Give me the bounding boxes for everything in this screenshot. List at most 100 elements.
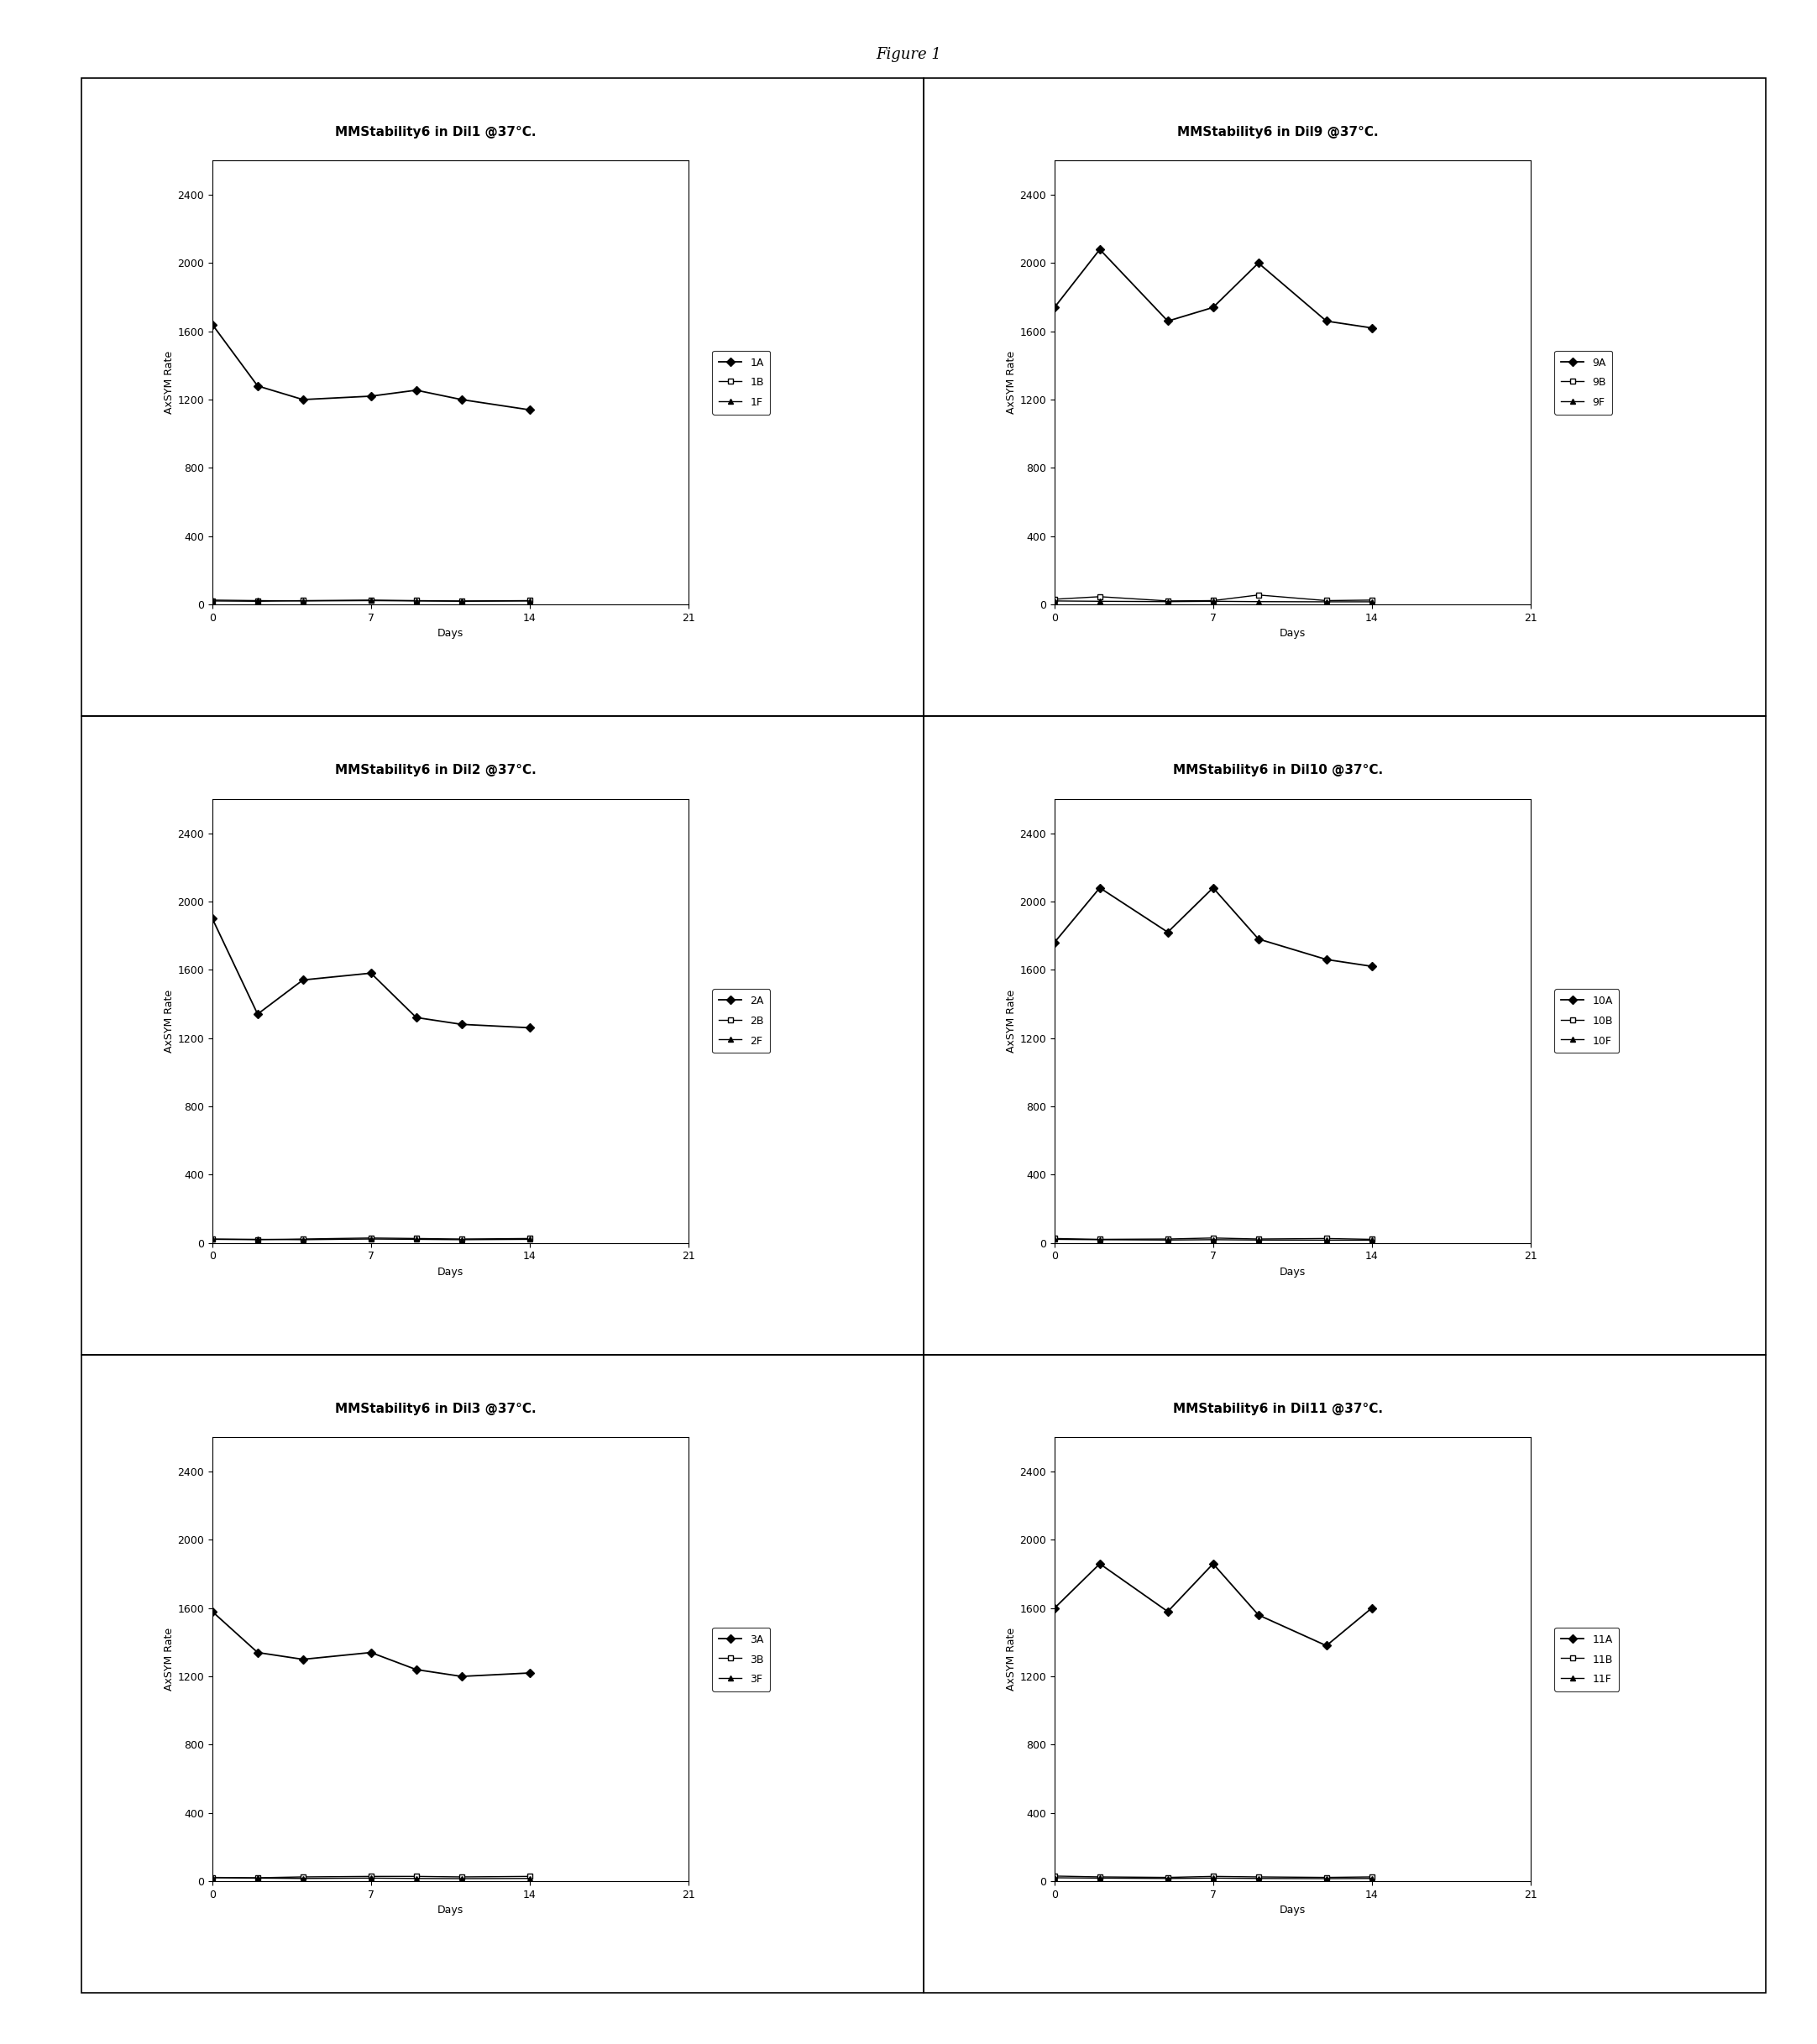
11F — [1043, 1866, 1065, 1891]
11A — [1316, 1633, 1337, 1658]
X-axis label: Days: Days — [1279, 1905, 1306, 1915]
Text: MMStability6 in Dil10 @37°C.: MMStability6 in Dil10 @37°C. — [1172, 764, 1383, 777]
Text: MMStability6 in Dil9 @37°C.: MMStability6 in Dil9 @37°C. — [1177, 125, 1379, 139]
3A — [518, 1660, 540, 1684]
Text: Figure 1: Figure 1 — [876, 47, 941, 61]
Line: 10A: 10A — [1052, 885, 1375, 969]
11F — [1248, 1866, 1270, 1891]
1A — [293, 386, 314, 411]
11A — [1203, 1551, 1225, 1576]
2F — [518, 1226, 540, 1251]
1B — [293, 589, 314, 613]
3F — [518, 1866, 540, 1891]
Line: 9F: 9F — [1052, 599, 1375, 605]
9A — [1361, 315, 1383, 339]
9B — [1316, 589, 1337, 613]
X-axis label: Days: Days — [438, 1905, 463, 1915]
Text: MMStability6 in Dil11 @37°C.: MMStability6 in Dil11 @37°C. — [1172, 1402, 1383, 1414]
9A — [1157, 309, 1179, 333]
9F — [1157, 589, 1179, 613]
Legend: 10A, 10B, 10F: 10A, 10B, 10F — [1555, 989, 1619, 1053]
11F — [1361, 1866, 1383, 1891]
10B — [1203, 1226, 1225, 1251]
11F — [1157, 1866, 1179, 1891]
2B — [202, 1226, 223, 1251]
Line: 1F: 1F — [209, 597, 532, 605]
10F — [1361, 1228, 1383, 1253]
9A — [1088, 237, 1110, 262]
11F — [1316, 1866, 1337, 1891]
X-axis label: Days: Days — [1279, 1267, 1306, 1278]
3F — [451, 1866, 472, 1891]
11A — [1248, 1602, 1270, 1627]
9A — [1203, 294, 1225, 319]
9F — [1316, 589, 1337, 613]
1A — [451, 386, 472, 411]
1A — [202, 313, 223, 337]
2F — [360, 1226, 382, 1251]
Y-axis label: AxSYM Rate: AxSYM Rate — [1007, 352, 1018, 415]
10F — [1203, 1228, 1225, 1253]
2B — [360, 1226, 382, 1251]
3B — [405, 1864, 427, 1889]
11A — [1361, 1596, 1383, 1621]
3F — [202, 1866, 223, 1891]
11F — [1203, 1866, 1225, 1891]
2F — [247, 1226, 269, 1251]
10F — [1043, 1226, 1065, 1251]
9B — [1203, 589, 1225, 613]
10A — [1203, 875, 1225, 899]
3A — [202, 1598, 223, 1623]
3F — [293, 1866, 314, 1891]
2B — [518, 1226, 540, 1251]
Line: 11A: 11A — [1052, 1562, 1375, 1650]
2F — [451, 1228, 472, 1253]
Line: 10F: 10F — [1052, 1237, 1375, 1243]
1A — [360, 384, 382, 409]
9A — [1248, 251, 1270, 276]
9F — [1043, 589, 1065, 613]
1B — [247, 589, 269, 613]
10A — [1088, 875, 1110, 899]
1F — [360, 589, 382, 613]
9B — [1043, 587, 1065, 611]
10F — [1248, 1228, 1270, 1253]
2A — [518, 1016, 540, 1040]
11F — [1088, 1866, 1110, 1891]
3B — [518, 1864, 540, 1889]
10F — [1157, 1228, 1179, 1253]
10B — [1361, 1226, 1383, 1251]
Legend: 9A, 9B, 9F: 9A, 9B, 9F — [1555, 352, 1612, 415]
9F — [1203, 589, 1225, 613]
10A — [1361, 955, 1383, 979]
Y-axis label: AxSYM Rate: AxSYM Rate — [164, 989, 174, 1053]
Text: MMStability6 in Dil3 @37°C.: MMStability6 in Dil3 @37°C. — [334, 1402, 536, 1414]
3A — [360, 1639, 382, 1664]
1A — [518, 397, 540, 421]
Text: MMStability6 in Dil2 @37°C.: MMStability6 in Dil2 @37°C. — [334, 764, 536, 777]
3B — [247, 1866, 269, 1891]
9B — [1248, 583, 1270, 607]
3F — [405, 1866, 427, 1891]
1A — [405, 378, 427, 403]
11A — [1043, 1596, 1065, 1621]
3B — [451, 1864, 472, 1889]
Y-axis label: AxSYM Rate: AxSYM Rate — [164, 1627, 174, 1690]
Legend: 1A, 1B, 1F: 1A, 1B, 1F — [712, 352, 770, 415]
2A — [247, 1002, 269, 1026]
3F — [247, 1866, 269, 1891]
Legend: 3A, 3B, 3F: 3A, 3B, 3F — [712, 1627, 770, 1690]
10F — [1088, 1228, 1110, 1253]
10F — [1316, 1228, 1337, 1253]
Y-axis label: AxSYM Rate: AxSYM Rate — [1007, 1627, 1018, 1690]
2A — [293, 967, 314, 991]
1A — [247, 374, 269, 399]
3A — [293, 1647, 314, 1672]
Line: 2F: 2F — [209, 1237, 532, 1243]
2F — [293, 1228, 314, 1253]
11B — [1088, 1864, 1110, 1889]
2B — [293, 1226, 314, 1251]
11B — [1361, 1864, 1383, 1889]
10A — [1248, 926, 1270, 950]
3A — [247, 1639, 269, 1664]
